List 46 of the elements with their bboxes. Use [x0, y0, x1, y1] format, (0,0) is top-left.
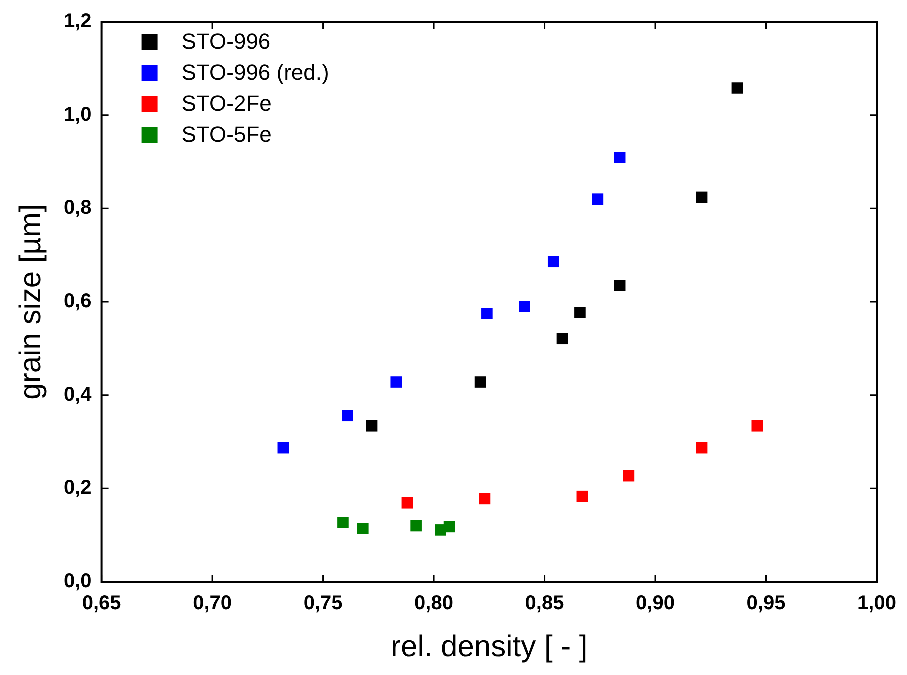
point	[410, 520, 422, 532]
y-tick-label: 0,6	[64, 290, 92, 313]
y-tick-label: 1,2	[64, 10, 92, 33]
x-axis-title: rel. density [ - ]	[391, 630, 588, 664]
x-tick-label: 0,80	[414, 592, 454, 615]
point	[576, 490, 588, 502]
legend-label: STO-996 (red.)	[182, 60, 330, 86]
legend-label: STO-996	[182, 29, 271, 54]
x-tick-label: 0,85	[525, 592, 564, 615]
x-tick-label: 0,90	[636, 592, 675, 615]
point	[338, 517, 349, 528]
point	[614, 280, 626, 292]
legend-label: STO-5Fe	[182, 122, 272, 148]
point	[556, 333, 568, 345]
y-tick-label: 0,8	[64, 197, 92, 220]
point	[358, 523, 369, 534]
point	[278, 442, 290, 454]
point	[390, 376, 402, 388]
point	[732, 82, 744, 94]
x-tick-label: 1,00	[858, 592, 896, 615]
x-tick-label: 0,70	[193, 592, 232, 615]
point	[696, 442, 708, 454]
point	[366, 420, 378, 432]
point	[479, 493, 491, 505]
point	[342, 410, 354, 422]
legend-label: STO-2Fe	[182, 91, 272, 116]
point	[696, 192, 708, 204]
point	[574, 307, 586, 318]
y-tick-label: 1,0	[64, 104, 92, 126]
x-tick-label: 0,75	[304, 592, 343, 615]
point	[548, 256, 560, 268]
y-axis-title: grain size [µm]	[14, 204, 48, 400]
point	[623, 470, 635, 482]
point	[592, 194, 604, 205]
point	[519, 301, 530, 312]
point	[474, 376, 486, 388]
point	[482, 308, 493, 320]
x-tick-label: 0,65	[82, 592, 122, 615]
x-tick-label: 0,95	[746, 592, 786, 615]
y-tick-label: 0,0	[64, 570, 92, 593]
point	[614, 152, 626, 164]
point	[444, 521, 456, 533]
point	[402, 497, 414, 509]
point	[752, 420, 764, 432]
y-tick-label: 0,2	[64, 477, 92, 500]
y-tick-label: 0,4	[64, 384, 93, 406]
